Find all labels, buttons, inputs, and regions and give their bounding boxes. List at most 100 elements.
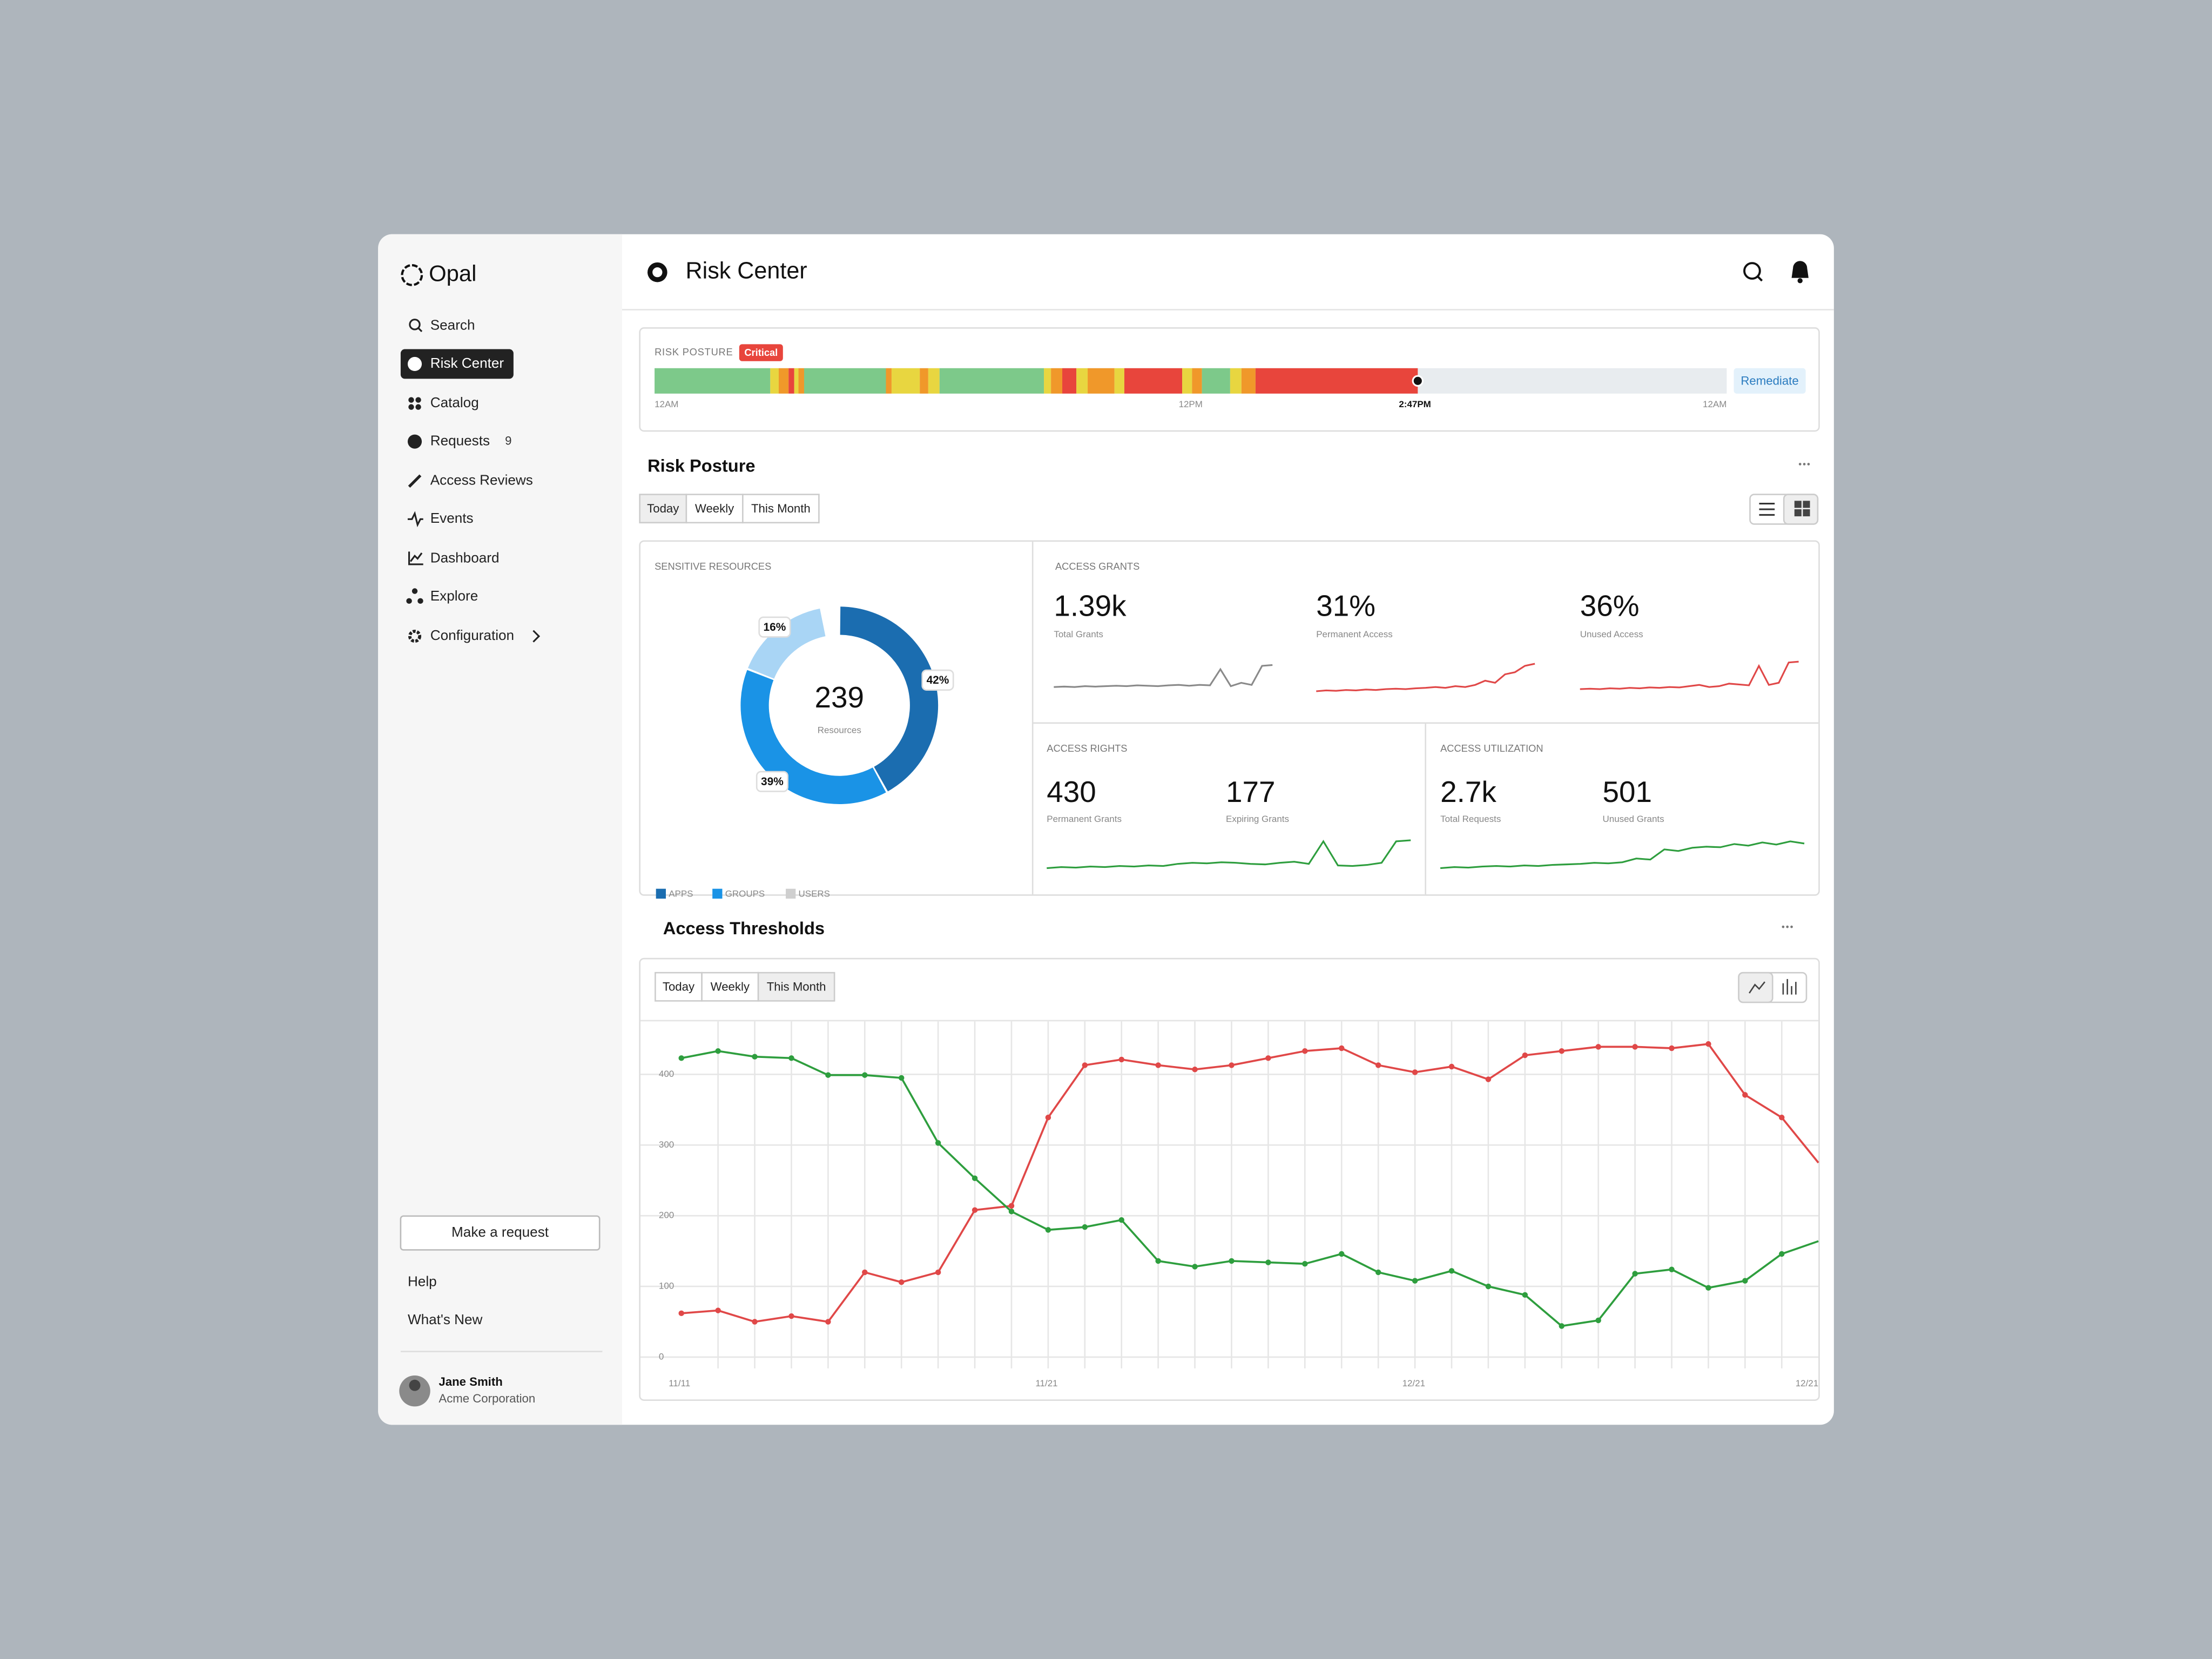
dashboard-icon <box>408 551 423 565</box>
filter-button[interactable] <box>655 972 703 1002</box>
risk-icon <box>407 356 422 372</box>
nav-item[interactable]: Catalog <box>430 394 479 410</box>
catalog-icon <box>408 397 421 410</box>
stats-card <box>639 540 1820 896</box>
search-icon <box>409 319 421 331</box>
metric-value: 36% <box>1580 589 1640 622</box>
metric-value: 430 <box>1047 775 1096 808</box>
data-point <box>752 1054 758 1060</box>
filter-label[interactable]: This Month <box>751 502 811 515</box>
data-point <box>1155 1062 1161 1068</box>
search-button[interactable] <box>1757 275 1763 282</box>
series-line <box>681 1050 1819 1327</box>
now-marker <box>1412 375 1424 387</box>
remediate-button[interactable] <box>1734 368 1806 394</box>
data-point <box>1192 1264 1198 1270</box>
bell-button[interactable] <box>1791 261 1809 278</box>
time-label: 12AM <box>655 399 678 409</box>
nav-item[interactable]: Dashboard <box>430 549 500 565</box>
filter-label[interactable]: Today <box>647 502 679 515</box>
data-point <box>1082 1224 1088 1230</box>
data-point <box>1632 1271 1638 1277</box>
data-point <box>678 1055 684 1061</box>
status-badge <box>739 344 783 361</box>
make-request-button[interactable] <box>400 1215 601 1251</box>
make-request-label[interactable]: Make a request <box>451 1224 549 1240</box>
chevron <box>532 630 541 643</box>
donut-label-box <box>921 669 954 691</box>
data-point <box>899 1075 905 1081</box>
data-point <box>1302 1048 1308 1054</box>
nav-item[interactable]: Events <box>430 510 474 526</box>
filter-label[interactable]: Today <box>663 980 695 993</box>
nav-item[interactable]: Search <box>430 316 475 333</box>
data-point <box>1705 1285 1711 1291</box>
metric-label: Permanent Grants <box>1047 814 1122 824</box>
line-view-button[interactable] <box>1738 972 1773 1003</box>
sparkline <box>1580 660 1799 690</box>
filter-button[interactable] <box>757 972 835 1002</box>
nav-item[interactable]: Configuration <box>430 627 514 643</box>
bar-icon[interactable] <box>1782 979 1797 995</box>
data-point <box>862 1072 868 1078</box>
data-point <box>1265 1055 1271 1061</box>
data-point <box>1779 1251 1785 1257</box>
line-icon[interactable] <box>1749 981 1765 994</box>
card-title: SENSITIVE RESOURCES <box>655 561 771 572</box>
nav-item[interactable]: Explore <box>430 588 478 604</box>
nav-item[interactable]: Risk Center <box>430 355 504 371</box>
events-icon <box>407 511 423 528</box>
data-point <box>788 1313 794 1319</box>
list-icon[interactable] <box>1759 503 1775 516</box>
data-point <box>1595 1317 1601 1324</box>
nav-active[interactable] <box>400 349 514 379</box>
metric-value: 31% <box>1316 589 1375 622</box>
remediate-label[interactable]: Remediate <box>1741 374 1798 387</box>
metric-label: Permanent Access <box>1316 629 1392 639</box>
data-point <box>678 1310 684 1317</box>
sparkline <box>1316 663 1535 692</box>
whats-new-link[interactable]: What's New <box>408 1311 483 1327</box>
donut-label: 39% <box>761 775 784 788</box>
donut-label: 16% <box>764 621 786 633</box>
legend-label: APPS <box>669 889 693 899</box>
help-link[interactable]: Help <box>408 1273 437 1289</box>
sparkline <box>1054 664 1273 688</box>
y-tick-label: 0 <box>659 1351 664 1361</box>
data-point <box>1229 1062 1235 1068</box>
series-line <box>681 1043 1819 1323</box>
search-button[interactable] <box>1743 262 1761 280</box>
config-icon <box>408 630 422 643</box>
x-tick-label: 12/21 <box>1796 1378 1818 1388</box>
user-org: Acme Corporation <box>439 1392 535 1405</box>
nav-item[interactable]: Access Reviews <box>430 472 533 488</box>
data-point <box>1779 1115 1785 1121</box>
filter-button[interactable] <box>742 494 820 524</box>
data-point <box>1559 1048 1564 1054</box>
bell-button[interactable] <box>1797 278 1803 284</box>
filter-button[interactable] <box>685 494 744 524</box>
data-point <box>1485 1076 1492 1082</box>
nav-badge: 9 <box>505 434 511 447</box>
data-point <box>1118 1056 1124 1063</box>
legend-swatch <box>656 888 666 899</box>
y-tick-label: 300 <box>659 1139 674 1150</box>
data-point <box>1522 1052 1528 1058</box>
grid-icon[interactable] <box>1794 501 1810 517</box>
data-point <box>1742 1092 1748 1098</box>
filter-button[interactable] <box>639 494 687 524</box>
data-point <box>1632 1044 1638 1050</box>
sparkline <box>1440 840 1805 869</box>
legend-label: GROUPS <box>725 889 765 899</box>
filter-label[interactable]: Weekly <box>711 980 750 993</box>
filter-label[interactable]: This Month <box>767 980 826 993</box>
metric-label: Unused Access <box>1580 629 1643 639</box>
data-point <box>1375 1062 1381 1068</box>
data-point <box>1008 1203 1015 1209</box>
legend-swatch <box>712 888 723 899</box>
data-point <box>752 1319 758 1325</box>
data-point <box>1669 1266 1675 1272</box>
nav-item[interactable]: Requests <box>430 433 490 449</box>
donut-segment <box>840 606 939 792</box>
filter-label[interactable]: Weekly <box>695 502 734 515</box>
